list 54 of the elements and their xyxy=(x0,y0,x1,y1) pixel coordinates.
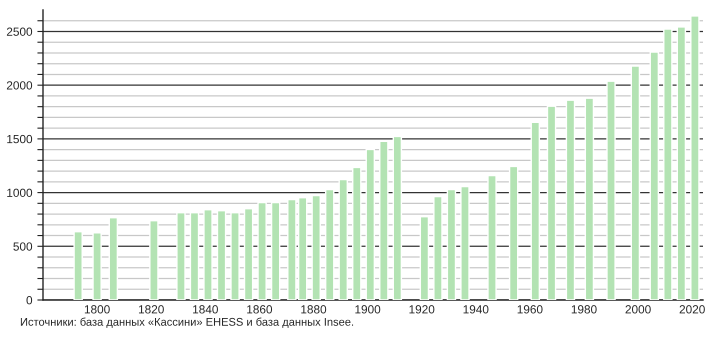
bar xyxy=(663,28,673,300)
bar xyxy=(108,217,118,300)
bar xyxy=(324,188,334,300)
bar xyxy=(352,166,362,300)
bar xyxy=(530,122,540,300)
bar xyxy=(230,212,240,300)
bar xyxy=(203,208,213,300)
bar xyxy=(392,136,402,300)
bar xyxy=(630,65,640,300)
bar xyxy=(366,148,376,300)
y-tick-label: 2500 xyxy=(6,28,32,36)
y-tick-label: 2000 xyxy=(6,81,32,90)
x-tick-label: 1980 xyxy=(572,305,597,314)
x-tick-label: 1820 xyxy=(138,305,164,314)
bar xyxy=(270,202,280,300)
y-tick-label: 1500 xyxy=(7,134,32,144)
bar xyxy=(257,202,267,300)
x-tick-label: 1920 xyxy=(409,305,434,314)
bar xyxy=(446,188,456,300)
bar xyxy=(460,186,470,300)
y-tick-label: 0 xyxy=(26,296,32,304)
bar xyxy=(508,166,518,300)
bar xyxy=(379,140,389,300)
bar xyxy=(73,230,83,300)
bar xyxy=(433,196,443,300)
bar xyxy=(92,232,102,300)
x-tick-label: 1840 xyxy=(193,305,218,314)
x-tick-label: 1880 xyxy=(301,305,326,314)
text: Источники: база данных «Кассини» EHESS и база данных Insee. xyxy=(20,318,354,328)
y-tick-label: 1000 xyxy=(7,188,32,197)
bar xyxy=(190,212,200,300)
bar xyxy=(311,194,321,300)
bar xyxy=(606,80,616,300)
bar xyxy=(650,51,660,300)
x-tick-label: 1860 xyxy=(247,305,272,314)
x-tick-label: 1940 xyxy=(464,305,488,314)
bar xyxy=(420,216,430,300)
bar xyxy=(690,15,700,300)
x-tick-label: 1900 xyxy=(355,305,380,314)
bar xyxy=(487,174,497,300)
bar xyxy=(149,220,159,300)
bar xyxy=(244,208,254,300)
x-tick-label: 2000 xyxy=(626,305,651,314)
bar xyxy=(176,212,186,300)
bar xyxy=(566,100,576,300)
bar xyxy=(216,210,226,300)
x-tick-label: 1800 xyxy=(84,305,110,314)
bar xyxy=(676,26,686,300)
bar xyxy=(546,106,556,300)
y-tick-label: 500 xyxy=(13,242,32,251)
x-tick-label: 1960 xyxy=(518,305,543,314)
bar xyxy=(584,97,594,300)
x-tick-label: 2020 xyxy=(680,305,705,314)
bar xyxy=(338,178,348,300)
